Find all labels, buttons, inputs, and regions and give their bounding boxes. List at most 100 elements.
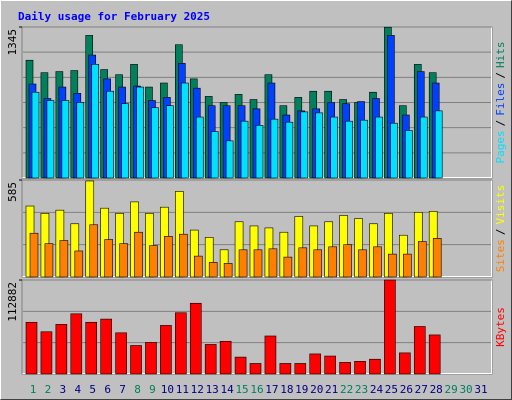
bar (417, 241, 427, 278)
bar (189, 302, 202, 375)
bar (369, 358, 381, 375)
bar (61, 100, 70, 179)
bar (434, 110, 443, 179)
legend: KBytes (494, 307, 507, 347)
bar (405, 130, 413, 179)
bar (136, 86, 144, 179)
bar (264, 335, 277, 375)
bar (240, 120, 249, 179)
bar (195, 116, 204, 179)
bar (300, 111, 309, 179)
bar (313, 249, 323, 278)
x-tick-label: 5 (89, 383, 96, 396)
bar (44, 243, 54, 278)
x-tick-label: 30 (459, 383, 472, 396)
bar (419, 116, 428, 179)
x-tick-label: 19 (295, 383, 308, 396)
bar (151, 107, 159, 179)
bar (210, 131, 219, 179)
x-tick-label: 9 (149, 383, 156, 396)
bar (234, 356, 247, 375)
bar (339, 362, 351, 375)
bar (179, 233, 188, 278)
x-tick-label: 13 (206, 383, 219, 396)
bar (89, 224, 99, 278)
bar (40, 331, 53, 375)
bar (121, 103, 129, 179)
legend-separator: / (494, 229, 507, 236)
x-tick-label: 14 (221, 383, 235, 396)
bar (360, 119, 368, 179)
bar (375, 116, 383, 179)
bar (74, 250, 84, 278)
x-tick-label: 6 (104, 383, 111, 396)
legend-separator: / (494, 120, 507, 127)
x-tick-label: 24 (370, 383, 384, 396)
x-tick-label: 29 (445, 383, 458, 396)
bar (204, 344, 217, 375)
x-tick-label: 11 (176, 383, 189, 396)
bar (149, 245, 158, 278)
bar (345, 120, 353, 179)
bar (106, 90, 114, 179)
bar (70, 313, 83, 375)
bar (283, 256, 293, 278)
bar (85, 321, 98, 375)
bar (29, 232, 39, 278)
bar (238, 249, 248, 278)
chart-title: Daily usage for February 2025 (18, 10, 210, 23)
legend-entry: Visits (494, 185, 507, 225)
x-tick-label: 4 (74, 383, 81, 396)
x-tick-label: 2 (45, 383, 52, 396)
bar (279, 363, 292, 375)
bar (294, 363, 307, 375)
bar (253, 249, 263, 278)
bar (175, 312, 187, 375)
x-tick-label: 15 (235, 383, 248, 396)
bar (249, 363, 262, 375)
bar (428, 334, 441, 375)
bar (91, 64, 100, 179)
bar (119, 243, 128, 278)
bar (46, 100, 55, 179)
bar (145, 342, 157, 375)
bar (328, 246, 337, 278)
x-tick-label: 16 (250, 383, 263, 396)
bar (25, 321, 38, 375)
legend: Pages / Files / Hits (494, 42, 507, 164)
x-tick-label: 22 (340, 383, 353, 396)
bar (324, 355, 336, 375)
bar (166, 105, 174, 179)
legend-entry: Sites (494, 239, 507, 272)
x-tick-label: 26 (400, 383, 413, 396)
bar (373, 246, 382, 278)
legend-entry: Hits (494, 42, 507, 69)
bar (225, 140, 234, 179)
bar (100, 318, 112, 375)
bar (413, 326, 426, 375)
legend-separator: / (494, 72, 507, 79)
y-tick-label: 1345 (6, 29, 19, 56)
bar (219, 340, 232, 375)
bar (76, 102, 85, 179)
legend-entry: Pages (494, 130, 507, 163)
y-tick-label: 112882 (6, 282, 19, 322)
x-tick-label: 21 (325, 383, 338, 396)
x-tick-label: 10 (161, 383, 174, 396)
bar (343, 244, 352, 278)
x-tick-label: 28 (430, 383, 443, 396)
legend-entry: Files (494, 83, 507, 116)
x-tick-label: 23 (355, 383, 368, 396)
x-tick-label: 17 (265, 383, 278, 396)
x-tick-label: 20 (310, 383, 323, 396)
bar (134, 231, 143, 278)
bar (164, 236, 173, 278)
bar (181, 82, 189, 179)
x-tick-label: 7 (119, 383, 126, 396)
x-tick-label: 25 (385, 383, 398, 396)
bar (55, 324, 68, 375)
legend-entry: KBytes (494, 307, 507, 347)
bar (330, 116, 338, 179)
